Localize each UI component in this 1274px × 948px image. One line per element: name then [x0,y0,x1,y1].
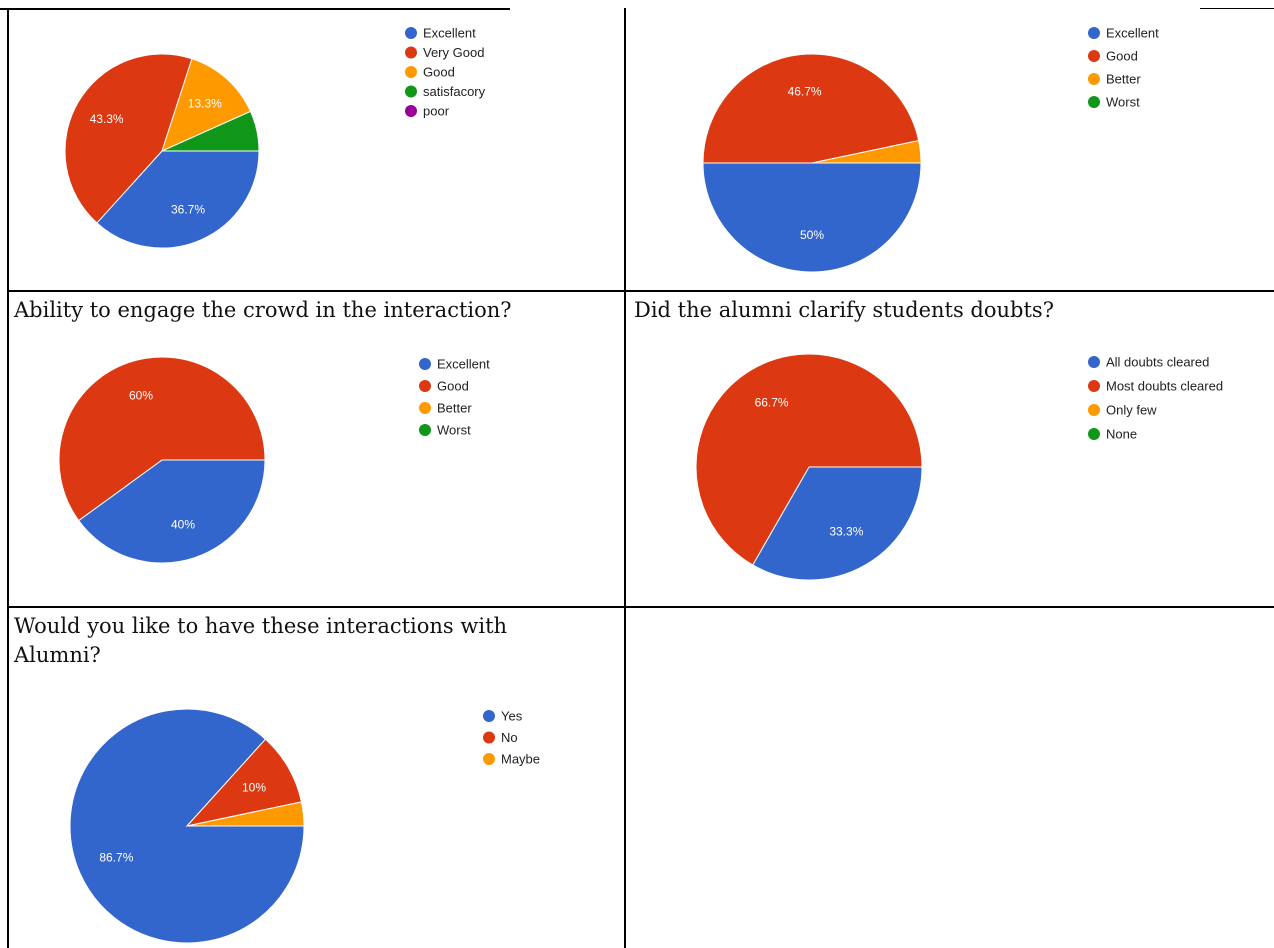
pie-slice-excellent [96,150,260,249]
table-border-top-left [0,8,510,10]
legend-entry-no: No [501,730,518,745]
legend-entry-good: Good [437,379,469,394]
pie-slice-better [811,139,922,164]
pie-slice-all-doubts-cleared [752,466,923,581]
legend-swatch-icon [1088,73,1100,85]
legend-swatch-icon [405,85,417,98]
legend-entry-most-doubts-cleared: Most doubts cleared [1106,379,1223,394]
legend-swatch-icon [405,66,417,78]
legend-entry-only-few: Only few [1106,403,1157,418]
pie-chart-engage-crowd: 40% 60% Excellent Good Better Worst [58,356,490,564]
pie-chart-rating-2: 50% 46.7% Excellent Good Better Worst [702,26,1159,273]
legend-entry-none: None [1106,427,1137,442]
pie-slice-good [161,58,252,152]
table-border-top-right [1200,8,1274,9]
pie-slice-good [702,53,920,164]
legend-entry-better: Better [1106,72,1141,87]
pie-slice-label: 60% [129,388,153,402]
legend-swatch-icon [483,753,495,765]
pie-chart-like-interactions: 86.7% 10% Yes No Maybe [69,709,540,944]
question-engage-crowd: Ability to engage the crowd in the inter… [14,298,512,322]
question-clarify-doubts: Did the alumni clarify students doubts? [634,298,1054,322]
pie-slice-good [58,356,266,522]
pie-slice-very-good [64,53,193,224]
pie-slice-label: 40% [171,518,195,532]
legend-swatch-icon [1088,380,1100,392]
legend-entry-satisfacory: satisfacory [423,84,486,99]
legend-swatch-icon [419,402,431,414]
legend-swatch-icon [483,731,495,744]
legend-swatch-icon [419,380,431,392]
legend-entry-maybe: Maybe [501,752,540,767]
legend-swatch-icon [1088,404,1100,416]
legend-swatch-icon [419,424,431,436]
pie-slice-label: 46.7% [788,84,822,98]
legend-entry-excellent: Excellent [437,357,490,372]
legend-swatch-icon [405,27,417,39]
legend-entry-better: Better [437,401,472,416]
pie-slice-label: 36.7% [171,203,205,217]
pie-slice-no [185,738,303,827]
legend-entry-poor: poor [423,104,450,119]
pie-slice-excellent [702,162,922,273]
legend-swatch-icon [1088,50,1100,62]
table-divider-middle [624,8,626,948]
legend-entry-worst: Worst [437,423,471,438]
pie-slice-label: 13.3% [188,96,222,110]
pie-slice-maybe [186,801,305,827]
pie-slice-most-doubts-cleared [695,353,923,566]
pie-slice-label: 33.3% [829,525,863,539]
legend-swatch-icon [405,105,417,117]
legend-swatch-icon [1088,27,1100,39]
pie-slice-label: 10% [242,781,266,795]
pie-chart-clarify-doubts: 33.3% 66.7% All doubts cleared Most doubts … [695,353,1223,581]
legend-entry-excellent: Excellent [1106,26,1159,41]
pie-slice-label: 66.7% [755,396,789,410]
legend-entry-good: Good [1106,49,1138,64]
legend-swatch-icon [419,358,431,370]
legend-entry-good: Good [423,65,455,80]
pie-slice-label: 50% [800,228,824,242]
legend-swatch-icon [483,710,495,722]
pie-slice-excellent [77,459,266,564]
table-border-left [7,8,9,948]
table-row-divider-2 [8,606,1274,608]
legend-swatch-icon [1088,428,1100,440]
legend-entry-worst: Worst [1106,95,1140,110]
legend-entry-excellent: Excellent [423,26,476,41]
pie-slice-satisfacory [161,110,260,152]
legend-entry-very-good: Very Good [423,45,484,60]
table-row-divider-1 [8,290,1274,292]
question-like-interactions: Would you like to have these interaction… [14,614,508,667]
legend-entry-yes: Yes [501,709,523,724]
legend-swatch-icon [1088,96,1100,108]
pie-chart-overall-rating: 36.7% 43.3% 13.3% Excellent Very Good Good sat… [64,26,486,249]
legend-swatch-icon [1088,356,1100,368]
pie-slice-label: 86.7% [99,850,133,864]
pie-slice-label: 43.3% [90,112,124,126]
legend-entry-all-doubts-cleared: All doubts cleared [1106,355,1209,370]
legend-swatch-icon [405,46,417,59]
